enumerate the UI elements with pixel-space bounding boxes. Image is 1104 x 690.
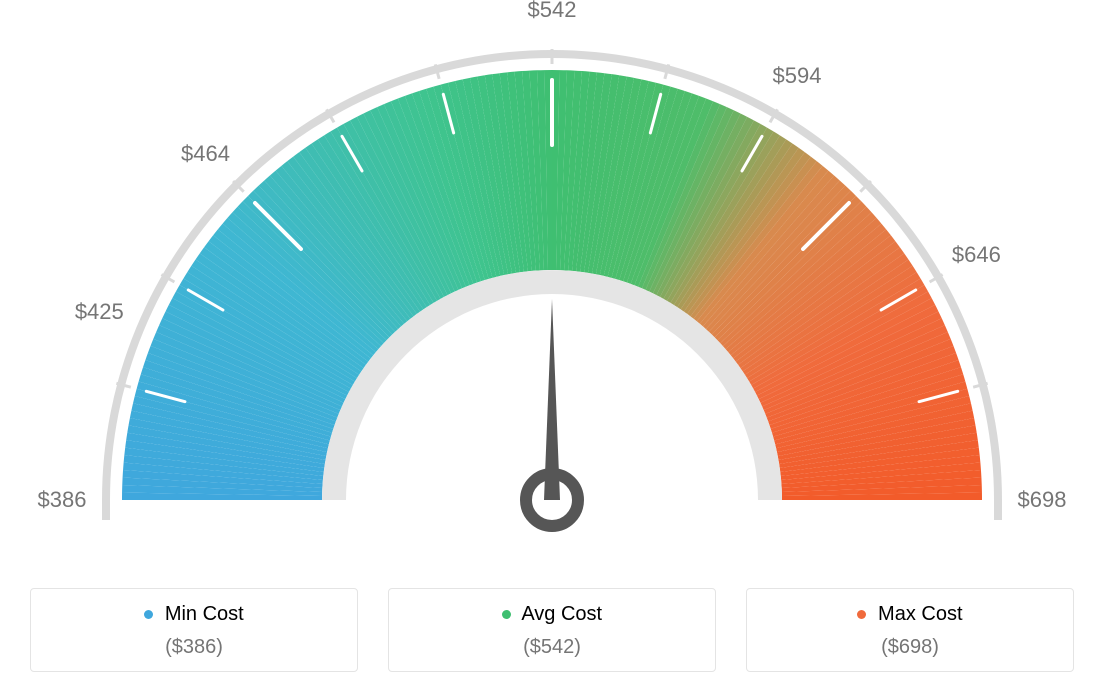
dot-icon (857, 610, 866, 619)
legend-max-label: Max Cost (755, 603, 1065, 626)
legend-max-value: ($698) (755, 636, 1065, 659)
legend-min-value: ($386) (39, 636, 349, 659)
gauge-tick-label: $698 (1018, 487, 1067, 513)
legend-min: Min Cost ($386) (30, 588, 358, 672)
legend-row: Min Cost ($386) Avg Cost ($542) Max Cost… (0, 570, 1104, 690)
chart-wrap: $386 $425 $464 $542 $594 $646 $698 Min Cost ($… (0, 0, 1104, 690)
legend-min-text: Min Cost (165, 603, 244, 625)
gauge-svg (0, 0, 1104, 560)
legend-max-text: Max Cost (878, 603, 962, 625)
gauge-tick-label: $594 (773, 63, 822, 89)
legend-min-label: Min Cost (39, 603, 349, 626)
legend-max: Max Cost ($698) (746, 588, 1074, 672)
legend-avg-label: Avg Cost (397, 603, 707, 626)
legend-avg-text: Avg Cost (521, 603, 602, 625)
legend-avg-value: ($542) (397, 636, 707, 659)
gauge: $386 $425 $464 $542 $594 $646 $698 (0, 0, 1104, 560)
gauge-tick-label: $464 (181, 141, 230, 167)
dot-icon (502, 610, 511, 619)
gauge-tick-label: $646 (952, 242, 1001, 268)
gauge-tick-label: $425 (75, 299, 124, 325)
dot-icon (144, 610, 153, 619)
gauge-tick-label: $542 (528, 0, 577, 23)
gauge-tick-label: $386 (38, 487, 87, 513)
legend-avg: Avg Cost ($542) (388, 588, 716, 672)
